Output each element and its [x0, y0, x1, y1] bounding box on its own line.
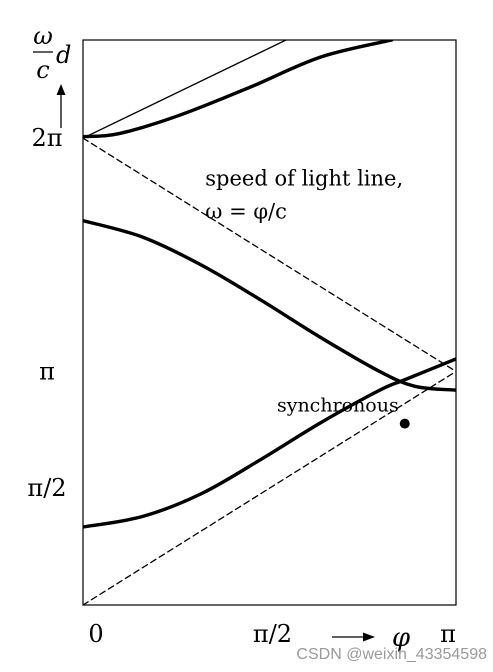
y-tick-label: π	[39, 357, 55, 385]
tick-labels-layer: π/2 π 2π 0 π/2 π	[27, 124, 455, 648]
points-layer: synchronous speed of light line, ω = φ/c	[205, 167, 410, 429]
annotation-1: ω = φ/c	[205, 199, 287, 223]
y-tick-label: 2π	[31, 124, 62, 152]
synchronous-point	[399, 418, 410, 429]
y-tick-label: π/2	[27, 474, 66, 502]
point-label: synchronous	[277, 395, 399, 417]
y-label-numerator: ω	[33, 22, 53, 50]
y-axis-arrow-head	[56, 84, 66, 95]
series-line-4-dashed	[83, 137, 456, 373]
series-line-3-thin	[83, 40, 287, 139]
x-label-phi: φ	[392, 623, 411, 653]
annotation-0: speed of light line,	[205, 167, 403, 191]
curves-layer	[83, 40, 456, 605]
series-line-2-thick	[83, 40, 394, 139]
x-axis-arrow-head	[363, 632, 375, 642]
x-tick-label: π/2	[253, 620, 292, 648]
y-label-suffix: d	[56, 41, 71, 69]
watermark-text: CSDN @weixin_43354598	[296, 646, 487, 663]
y-label-denominator: c	[36, 56, 49, 84]
x-axis-label: φ	[332, 623, 411, 653]
x-tick-label: 0	[88, 620, 103, 648]
x-tick-label: π	[440, 620, 456, 648]
plot-frame	[82, 39, 457, 606]
series-line-5-dashed	[83, 370, 456, 605]
y-axis-label: ω c d	[33, 22, 71, 128]
series-line-1-thick	[83, 218, 456, 392]
series-line-0-thick	[83, 357, 456, 529]
